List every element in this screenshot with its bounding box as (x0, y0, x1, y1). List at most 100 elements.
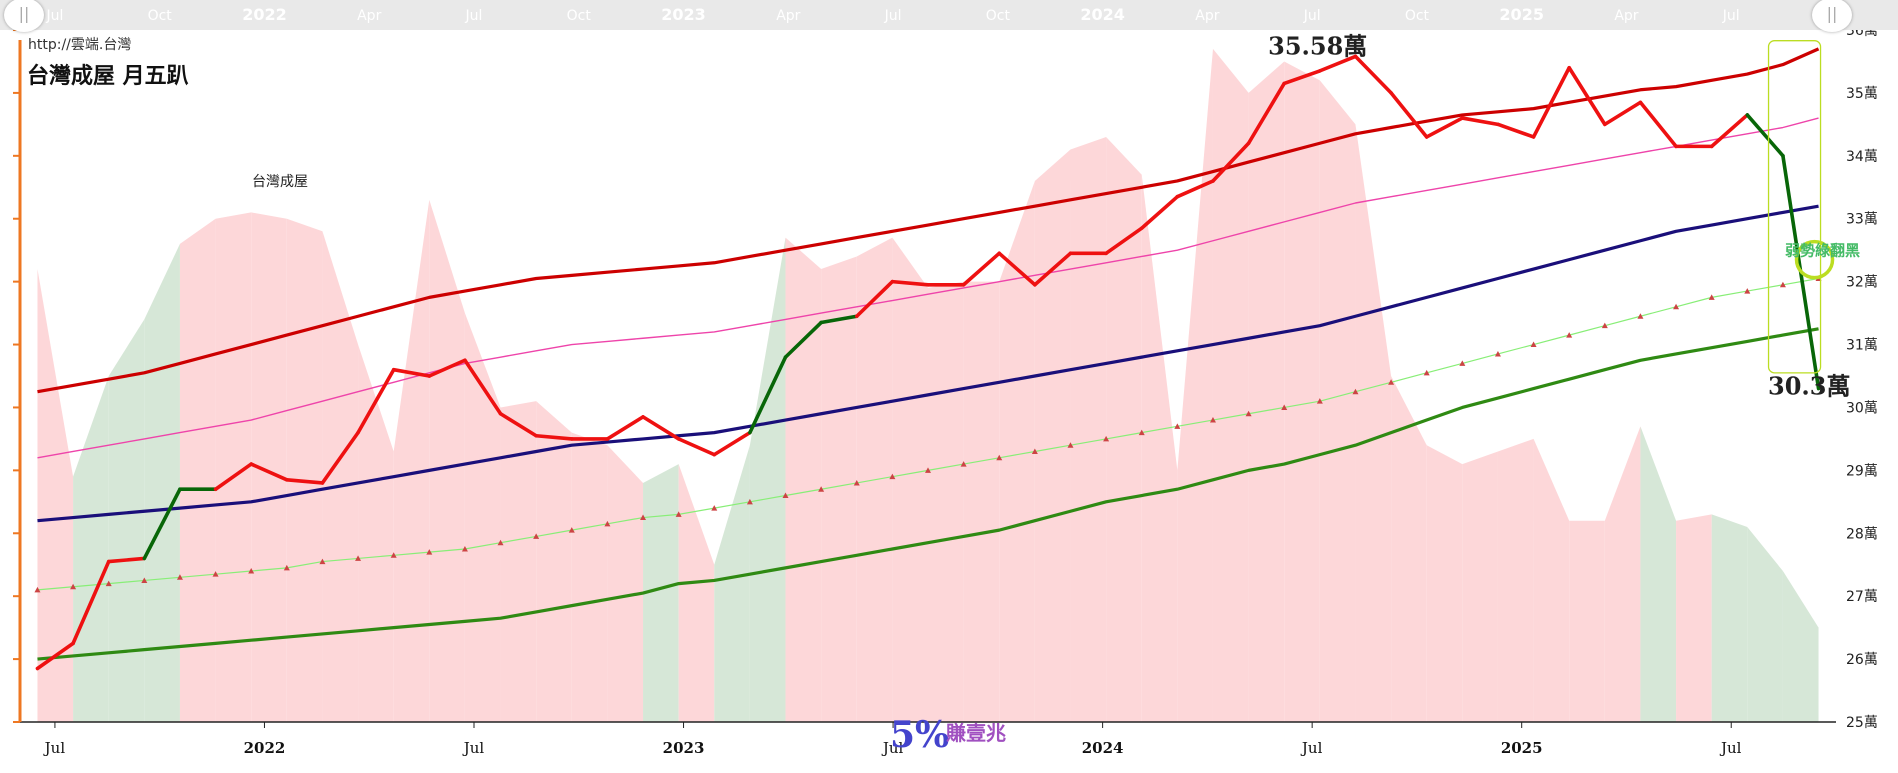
trend-marker (355, 555, 362, 561)
trend-marker (1601, 322, 1608, 329)
background-area-segment (1070, 136, 1107, 723)
price-line-segment (641, 415, 681, 441)
y-tick-label: 34萬 (1846, 149, 1878, 165)
price-line-segment (890, 279, 930, 287)
x-tick-label: 2023 (663, 739, 705, 757)
trend-marker (319, 558, 326, 565)
price-line-segment (320, 430, 360, 485)
trend-marker (675, 511, 682, 517)
price-line-segment (783, 320, 823, 359)
background-area-segment (963, 281, 1000, 722)
background-area-segment (1106, 136, 1142, 723)
navigator-right-handle[interactable]: || (1812, 0, 1852, 32)
y-tick-label: 35萬 (1846, 86, 1878, 102)
x-tick-label: Jul (43, 739, 66, 757)
price-line-segment (1709, 113, 1750, 149)
price-line-segment (712, 430, 752, 457)
background-area-segment (1747, 526, 1783, 722)
background-area-segment (1604, 426, 1641, 722)
background-area-segment (678, 464, 715, 722)
trend-marker (782, 492, 789, 499)
navigator-label: Jul (1722, 8, 1740, 24)
background-area-segment (1640, 426, 1677, 722)
annotation-peak: 35.58萬 (1268, 31, 1367, 60)
background-area-segment (179, 218, 216, 722)
navigator-label: Oct (567, 8, 592, 24)
price-line-segment (605, 415, 645, 441)
trend-marker (533, 533, 540, 539)
price-line-segment (748, 355, 788, 435)
trend-marker (141, 577, 148, 583)
series-line-top (37, 47, 1820, 394)
background-area-segment (500, 401, 537, 722)
price-line-segment (1531, 65, 1571, 139)
price-line-segment (71, 559, 111, 646)
price-line-segment (997, 251, 1037, 287)
price-line-segment (676, 437, 717, 457)
price-line-segment (534, 433, 574, 441)
price-line-segment (1353, 54, 1393, 95)
trend-marker (1316, 398, 1323, 404)
navigator-left-handle[interactable]: || (4, 0, 44, 32)
y-tick-label: 25萬 (1846, 715, 1878, 731)
y-tick-label: 26萬 (1846, 652, 1878, 668)
watermark-percent: 5% (890, 714, 949, 756)
background-area-segment (1355, 124, 1392, 722)
x-tick-label: Jul (1300, 739, 1323, 757)
background-area-segment (1141, 174, 1178, 722)
trend-marker (1138, 429, 1145, 436)
background-area-segment (286, 218, 323, 722)
navigator-label: 2024 (1080, 5, 1125, 24)
trend-marker (889, 473, 896, 480)
background-area-segment (1177, 48, 1213, 722)
watermark-text: 賺壹兆 (946, 721, 1006, 745)
background-area-segment (1462, 451, 1498, 722)
price-line-segment (1745, 113, 1785, 158)
navigator-label: 2022 (242, 5, 287, 24)
background-series-label: 台灣成屋 (252, 174, 308, 190)
price-line-segment (1104, 226, 1144, 256)
price-line-segment (249, 462, 289, 482)
trend-marker (70, 583, 77, 590)
price-line-segment (213, 462, 253, 492)
series-line-bottom (37, 327, 1819, 661)
navigator-bar (0, 0, 1898, 30)
navigator-label: Apr (357, 8, 381, 24)
trend-marker (105, 580, 112, 587)
trend-marker (1423, 369, 1430, 376)
price-line-segment (391, 367, 432, 378)
price-line-segment (356, 367, 396, 435)
background-area-segment (714, 445, 750, 722)
price-line-segment (142, 487, 182, 561)
background-area-segment (1212, 48, 1249, 722)
trend-marker (461, 546, 468, 552)
navigator-label: Apr (1614, 8, 1638, 24)
trend-marker (818, 486, 825, 492)
trend-marker (711, 505, 718, 511)
navigator-label: Oct (1405, 8, 1430, 24)
trend-marker (1174, 423, 1181, 429)
navigator-label: 2025 (1499, 5, 1544, 24)
trend-marker (1566, 332, 1573, 338)
price-line-segment (1603, 100, 1643, 127)
navigator-label: Jul (45, 8, 63, 24)
background-area-segment (1426, 445, 1463, 722)
trend-marker (996, 454, 1003, 461)
background-area-segment (1497, 438, 1534, 722)
series-line-upper (37, 117, 1819, 459)
trend-marker (1245, 410, 1252, 417)
trend-marker (1388, 379, 1395, 385)
x-tick-label: Jul (462, 739, 485, 757)
background-area-segment (322, 231, 359, 723)
trend-marker (1708, 294, 1715, 300)
trend-marker (1744, 288, 1751, 294)
background-area-segment (215, 212, 252, 722)
navigator-label: Apr (776, 8, 800, 24)
price-line-segment (819, 314, 859, 325)
price-line-segment (1246, 81, 1287, 146)
price-line-segment (1496, 122, 1536, 139)
background-area-segment (571, 432, 608, 722)
source-url[interactable]: http://雲端.台灣 (28, 37, 132, 53)
annotation-note: 弱勢綠翻黑 (1785, 241, 1860, 259)
